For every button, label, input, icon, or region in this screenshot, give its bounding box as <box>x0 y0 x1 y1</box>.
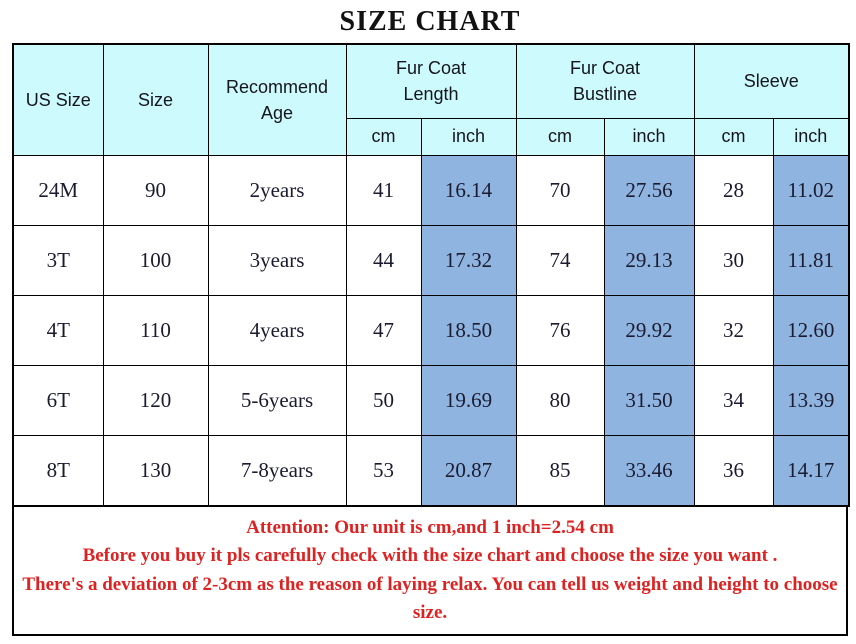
header-recommend-age: Recommend Age <box>207 43 347 156</box>
cell-bustline-cm: 70 <box>515 154 605 226</box>
size-chart-table: US Size Size Recommend Age Fur Coat Leng… <box>12 43 851 507</box>
cell-length-inch: 17.32 <box>420 224 517 296</box>
page-title: SIZE CHART <box>339 6 521 37</box>
cell-size: 100 <box>102 224 209 296</box>
cell-us-size: 3T <box>12 224 104 296</box>
cell-sleeve-cm: 34 <box>693 364 774 436</box>
header-fur-coat-length: Fur Coat Length <box>345 43 517 119</box>
cell-size: 90 <box>102 154 209 226</box>
attention-line: Before you buy it pls carefully check wi… <box>82 545 778 566</box>
header-row-units: cm inch cm inch cm inch <box>13 117 850 156</box>
header-length-cm: cm <box>345 117 422 156</box>
cell-recommend-age: 3years <box>207 224 347 296</box>
header-us-size: US Size <box>12 43 104 156</box>
cell-bustline-inch: 27.56 <box>603 154 695 226</box>
cell-sleeve-inch: 12.60 <box>772 294 850 366</box>
cell-length-inch: 20.87 <box>420 434 517 506</box>
cell-bustline-inch: 29.92 <box>603 294 695 366</box>
table-row: 4T 110 4years 47 18.50 76 29.92 32 12.60 <box>12 294 850 366</box>
cell-length-cm: 47 <box>345 294 422 366</box>
attention-line: There's a deviation of 2-3cm as the reas… <box>22 573 838 624</box>
cell-recommend-age: 4years <box>207 294 347 366</box>
table-body: 24M 90 2years 41 16.14 70 27.56 28 11.02… <box>12 154 850 506</box>
cell-us-size: 24M <box>12 154 104 226</box>
cell-recommend-age: 2years <box>207 154 347 226</box>
header-sleeve-inch: inch <box>772 117 850 156</box>
cell-us-size: 8T <box>12 434 104 506</box>
table-row: 8T 130 7-8years 53 20.87 85 33.46 36 14.… <box>12 434 850 506</box>
header-row-main: US Size Size Recommend Age Fur Coat Leng… <box>12 43 850 156</box>
cell-length-cm: 53 <box>345 434 422 506</box>
cell-length-inch: 16.14 <box>420 154 517 226</box>
cell-us-size: 4T <box>12 294 104 366</box>
header-length-inch: inch <box>420 117 517 156</box>
cell-sleeve-inch: 11.02 <box>772 154 850 226</box>
cell-size: 110 <box>102 294 209 366</box>
attention-line: Attention: Our unit is cm,and 1 inch=2.5… <box>246 516 614 538</box>
header-fur-coat-bustline: Fur Coat Bustline <box>515 43 695 119</box>
cell-length-cm: 50 <box>345 364 422 436</box>
cell-bustline-cm: 76 <box>515 294 605 366</box>
table-row: 3T 100 3years 44 17.32 74 29.13 30 11.81 <box>12 224 850 296</box>
table-row: 6T 120 5-6years 50 19.69 80 31.50 34 13.… <box>12 364 850 436</box>
cell-sleeve-inch: 13.39 <box>772 364 850 436</box>
cell-sleeve-cm: 32 <box>693 294 774 366</box>
header-sleeve: Sleeve <box>693 43 850 119</box>
header-bustline-cm: cm <box>515 117 605 156</box>
table-row: 24M 90 2years 41 16.14 70 27.56 28 11.02 <box>12 154 850 226</box>
cell-sleeve-cm: 36 <box>693 434 774 506</box>
cell-sleeve-inch: 14.17 <box>772 434 850 506</box>
cell-recommend-age: 7-8years <box>207 434 347 506</box>
cell-bustline-cm: 80 <box>515 364 605 436</box>
attention-note: Attention: Our unit is cm,and 1 inch=2.5… <box>12 504 848 636</box>
cell-bustline-cm: 85 <box>515 434 605 506</box>
cell-size: 120 <box>102 364 209 436</box>
header-size: Size <box>102 43 209 156</box>
header-sleeve-cm: cm <box>693 117 774 156</box>
table-header: US Size Size Recommend Age Fur Coat Leng… <box>12 43 850 156</box>
cell-sleeve-cm: 28 <box>693 154 774 226</box>
cell-sleeve-cm: 30 <box>693 224 774 296</box>
cell-bustline-inch: 29.13 <box>603 224 695 296</box>
cell-us-size: 6T <box>12 364 104 436</box>
cell-length-inch: 19.69 <box>420 364 517 436</box>
cell-bustline-inch: 31.50 <box>603 364 695 436</box>
cell-length-cm: 41 <box>345 154 422 226</box>
cell-length-cm: 44 <box>345 224 422 296</box>
cell-bustline-inch: 33.46 <box>603 434 695 506</box>
cell-length-inch: 18.50 <box>420 294 517 366</box>
cell-size: 130 <box>102 434 209 506</box>
cell-recommend-age: 5-6years <box>207 364 347 436</box>
cell-sleeve-inch: 11.81 <box>772 224 850 296</box>
header-bustline-inch: inch <box>603 117 695 156</box>
cell-bustline-cm: 74 <box>515 224 605 296</box>
